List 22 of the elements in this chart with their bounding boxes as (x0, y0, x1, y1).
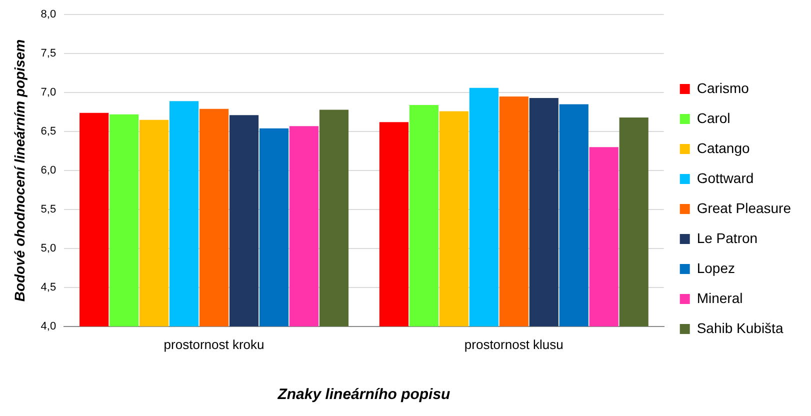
legend-label: Carol (696, 110, 730, 126)
x-tick-label: prostornost klusu (464, 336, 564, 352)
y-tick-label: 7,5 (40, 48, 56, 60)
legend-label: Le Patron (696, 230, 758, 246)
y-tick-label: 5,0 (40, 242, 56, 254)
legend-label: Great Pleasure (696, 200, 792, 216)
legend-label: Gottward (696, 170, 754, 186)
legend-label: Sahib Kubišta (696, 320, 784, 336)
y-tick-label: 8,0 (40, 8, 56, 21)
x-tick-label: prostornost kroku (164, 336, 264, 352)
y-tick-label: 7,0 (40, 86, 56, 99)
y-tick-label: 4,0 (40, 320, 56, 332)
y-tick-label: 6,0 (40, 164, 56, 177)
x-axis-title: Znaky lineárního popisu (276, 386, 450, 404)
legend-label: Carismo (696, 80, 750, 96)
y-tick-label: 5,5 (40, 204, 56, 216)
legend-label: Lopez (696, 260, 735, 276)
legend-label: Catango (696, 140, 750, 156)
y-axis-title: Bodové ohodnocení lineárním popisem (11, 39, 28, 302)
y-tick-label: 6,5 (40, 126, 56, 138)
y-tick-label: 4,5 (40, 281, 56, 294)
legend-label: Mineral (696, 290, 743, 306)
